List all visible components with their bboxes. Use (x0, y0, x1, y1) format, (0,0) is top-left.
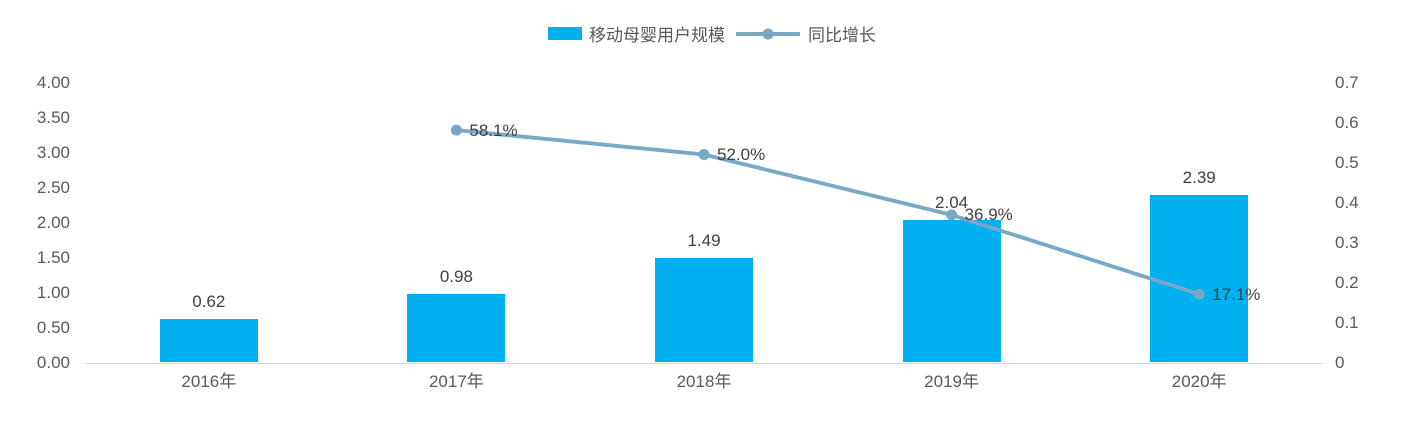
growth-line[interactable] (456, 128, 1200, 296)
y-axis-left-tick-label: 1.50 (36, 247, 70, 267)
y-axis-right-tick-label: 0.2 (1335, 272, 1359, 292)
y-axis-left-tick-label: 4.00 (36, 72, 70, 92)
x-axis-category-label: 2020年 (1171, 372, 1227, 391)
line-value-label: 58.1% (469, 120, 518, 140)
line-value-label: 17.1% (1212, 284, 1261, 304)
line-value-label: 52.0% (717, 145, 766, 164)
line-value-label: 36.9% (964, 205, 1013, 225)
bar[interactable] (1150, 195, 1249, 363)
bar-value-label: 0.98 (439, 266, 473, 286)
bar-value-label: 2.39 (1182, 168, 1216, 188)
y-axis-left-tick-label: 2.00 (36, 212, 70, 232)
line-point[interactable] (946, 209, 958, 221)
y-axis-left-tick-label: 3.50 (36, 107, 70, 127)
bar-value-label: 2.04 (935, 192, 969, 212)
line-point[interactable] (1193, 288, 1205, 300)
x-axis-category-label: 2017年 (428, 372, 484, 391)
line-series-marker-icon (736, 28, 800, 39)
line-point[interactable] (698, 149, 710, 160)
x-axis-line (85, 363, 1323, 364)
bar-series-swatch-icon (548, 27, 582, 40)
x-axis-category-label: 2018年 (676, 372, 732, 391)
bar-value-label: 0.62 (192, 292, 226, 312)
y-axis-right-tick-label: 0.4 (1335, 192, 1359, 212)
bar[interactable] (655, 258, 753, 363)
bar[interactable] (407, 293, 506, 363)
y-axis-right-tick-label: 0.5 (1335, 152, 1359, 172)
y-axis-left-tick-label: 0.00 (36, 352, 70, 372)
bar[interactable] (902, 219, 1001, 363)
y-axis-left-tick-label: 2.50 (36, 177, 70, 197)
y-axis-right-tick-label: 0.7 (1335, 72, 1359, 92)
legend-line-series-label: 同比增长 (808, 26, 876, 45)
bar[interactable] (159, 319, 258, 363)
legend-item-line-series[interactable]: 同比增长 (735, 21, 876, 46)
x-axis-category-label: 2019年 (924, 372, 979, 391)
x-axis-category-label: 2016年 (181, 372, 237, 391)
y-axis-left-tick-label: 3.00 (36, 142, 70, 162)
chart-legend: 移动母婴用户规模 同比增长 (0, 21, 1424, 46)
legend-item-bar-series[interactable]: 移动母婴用户规模 (548, 21, 725, 46)
y-axis-right-tick-label: 0.6 (1335, 112, 1359, 132)
legend-bar-series-label: 移动母婴用户规模 (589, 26, 725, 45)
line-point[interactable] (450, 124, 462, 136)
y-axis-right-tick-label: 0 (1335, 352, 1345, 372)
y-axis-right-tick-label: 0.3 (1335, 232, 1359, 252)
bar-value-label: 1.49 (687, 231, 721, 251)
y-axis-left-tick-label: 0.50 (36, 317, 70, 337)
y-axis-right-tick-label: 0.1 (1335, 312, 1359, 332)
y-axis-left-tick-label: 1.00 (36, 282, 70, 302)
